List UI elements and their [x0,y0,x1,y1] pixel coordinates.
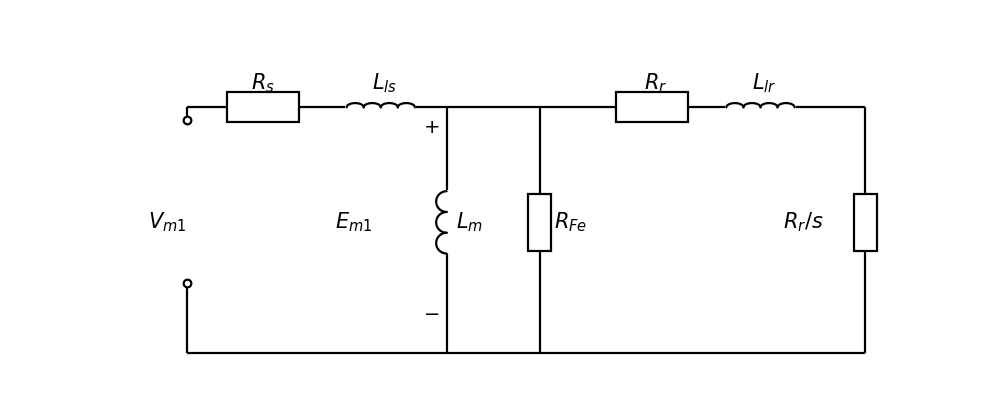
Text: $L_m$: $L_m$ [456,210,483,234]
Text: $R_r/s$: $R_r/s$ [783,210,823,234]
Text: $L_{lr}$: $L_{lr}$ [752,71,777,95]
Bar [854,193,877,251]
Text: $+$: $+$ [423,119,439,137]
Bar [616,92,688,122]
Text: $R_{Fe}$: $R_{Fe}$ [554,210,587,234]
Bar [227,92,299,122]
Text: $-$: $-$ [423,305,439,322]
Text: $R_s$: $R_s$ [251,71,275,95]
Bar [528,193,551,251]
Text: $V_{m1}$: $V_{m1}$ [148,210,187,234]
Text: $R_r$: $R_r$ [644,71,668,95]
Text: $E_{m1}$: $E_{m1}$ [335,210,372,234]
Text: $L_{ls}$: $L_{ls}$ [372,71,397,95]
